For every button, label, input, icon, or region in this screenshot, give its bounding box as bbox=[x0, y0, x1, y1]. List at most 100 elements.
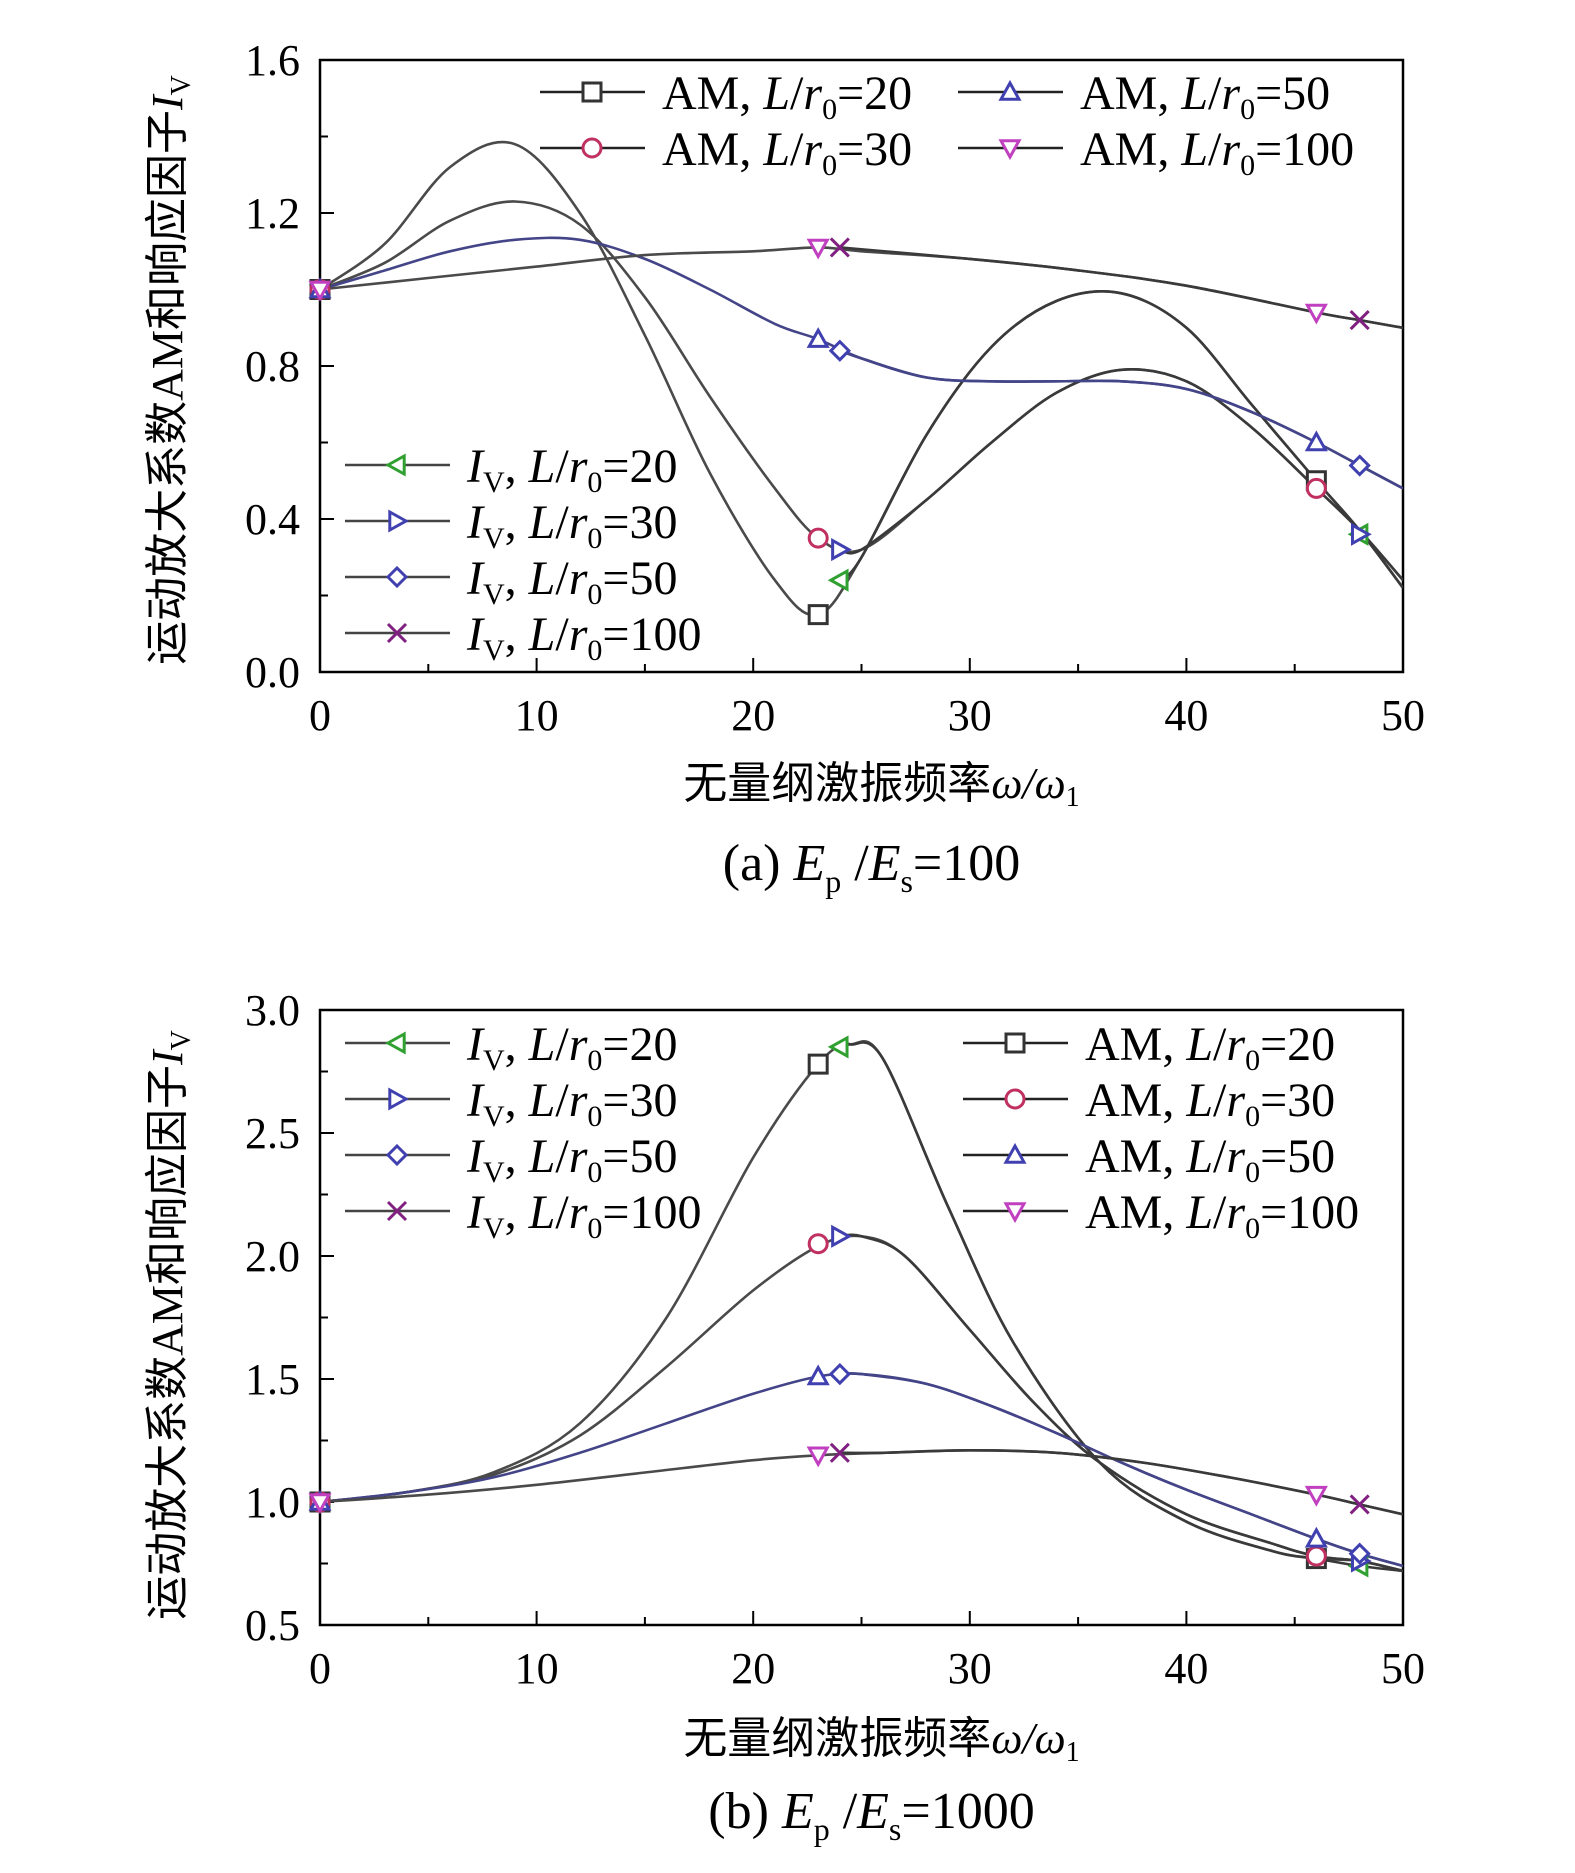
legend-marker bbox=[581, 81, 603, 103]
data-point-marker bbox=[1304, 430, 1328, 452]
y-tick-label: 2.0 bbox=[245, 1232, 300, 1281]
x-axis-title: 无量纲激振频率ω/ω1 bbox=[683, 1714, 1079, 1768]
data-point-marker bbox=[827, 568, 849, 592]
legend-label: IV, L/r0=30 bbox=[466, 1074, 677, 1133]
legend-label: AM, L/r0=100 bbox=[1080, 123, 1354, 182]
legend-marker bbox=[1004, 1032, 1026, 1054]
legend-marker bbox=[386, 622, 408, 644]
y-axis-title: 运动放大系数AM和响应因子IV bbox=[143, 1030, 197, 1620]
chart-caption: (b) Ep /Es=1000 bbox=[708, 1783, 1034, 1847]
chart-caption: (a) Ep /Es=100 bbox=[723, 835, 1020, 899]
chart-panel-a: 0 10 20 30 40 50 0.0 0.4 0.8 1.2 1.6 运动放大系数AM和响应因子I… bbox=[143, 36, 1425, 899]
data-point-marker bbox=[1304, 1485, 1328, 1507]
data-point-marker bbox=[807, 527, 829, 549]
legend-label: AM, L/r0=50 bbox=[1085, 1130, 1335, 1189]
legend-label: IV, L/r0=100 bbox=[466, 608, 701, 667]
y-tick-label: 0.8 bbox=[245, 342, 300, 391]
series-line bbox=[839, 368, 1403, 582]
data-point-marker bbox=[831, 538, 852, 562]
legend-marker bbox=[384, 1031, 406, 1055]
data-point-marker bbox=[1304, 1526, 1328, 1548]
y-axis-title: 运动放大系数AM和响应因子IV bbox=[143, 75, 197, 665]
x-tick-label: 30 bbox=[948, 691, 992, 740]
series-line bbox=[839, 349, 1403, 490]
data-point-marker bbox=[828, 339, 851, 362]
x-tick-label: 50 bbox=[1381, 691, 1425, 740]
series-line bbox=[839, 246, 1403, 330]
data-point-marker bbox=[807, 604, 829, 626]
legend-marker bbox=[1003, 1142, 1027, 1164]
data-point-marker bbox=[1305, 1545, 1327, 1567]
legend-label: AM, L/r0=30 bbox=[1085, 1074, 1335, 1133]
data-point-marker bbox=[828, 1362, 851, 1386]
legend-top-right: AM, L/r0=20 AM, L/r0=50 AM, L/r0=30 AM, L/r… bbox=[540, 67, 1354, 182]
legend-label: AM, L/r0=30 bbox=[662, 123, 912, 182]
data-point-marker bbox=[308, 1493, 332, 1515]
series-line bbox=[320, 1234, 1403, 1573]
legend-label: IV, L/r0=30 bbox=[466, 496, 677, 555]
plot-area bbox=[320, 1040, 1403, 1573]
legend-marker bbox=[1003, 1202, 1027, 1224]
legend-label: AM, L/r0=20 bbox=[1085, 1018, 1335, 1077]
x-tick-label: 0 bbox=[309, 1644, 331, 1693]
legend-label: IV, L/r0=20 bbox=[466, 1018, 677, 1077]
data-point-marker bbox=[806, 1446, 830, 1468]
x-tick-label: 40 bbox=[1164, 691, 1208, 740]
y-tick-label: 0.5 bbox=[245, 1601, 300, 1650]
legend-marker bbox=[581, 137, 603, 159]
legend-label: AM, L/r0=50 bbox=[1080, 67, 1330, 126]
data-point-marker bbox=[1304, 303, 1328, 325]
data-point-marker bbox=[1348, 454, 1371, 477]
x-tick-label: 40 bbox=[1164, 1644, 1208, 1693]
data-point-marker bbox=[1349, 310, 1370, 331]
series-line bbox=[320, 246, 1403, 330]
data-point-marker bbox=[1349, 1494, 1370, 1515]
legend-label: IV, L/r0=50 bbox=[466, 552, 677, 611]
x-tick-label: 30 bbox=[948, 1644, 992, 1693]
y-tick-label: 1.6 bbox=[245, 36, 300, 85]
y-tick-label: 0.0 bbox=[245, 648, 300, 697]
legend-label: IV, L/r0=20 bbox=[466, 440, 677, 499]
series-line bbox=[320, 1448, 1403, 1516]
x-tick-label: 50 bbox=[1381, 1644, 1425, 1693]
data-point-marker bbox=[806, 327, 830, 348]
y-tick-label: 2.5 bbox=[245, 1109, 300, 1158]
legend-marker bbox=[385, 565, 409, 589]
legend-marker bbox=[388, 509, 410, 533]
series-line bbox=[839, 1233, 1403, 1573]
x-axis-title: 无量纲激振频率ω/ω1 bbox=[683, 759, 1079, 813]
legend-label: AM, L/r0=100 bbox=[1085, 1186, 1359, 1245]
data-point-marker bbox=[308, 280, 332, 302]
x-tick-label: 0 bbox=[309, 691, 331, 740]
x-tick-label: 10 bbox=[515, 691, 559, 740]
data-point-marker bbox=[1350, 522, 1372, 546]
y-tick-label: 1.0 bbox=[245, 1478, 300, 1527]
y-tick-label: 0.4 bbox=[245, 495, 300, 544]
series-line bbox=[839, 1448, 1403, 1516]
legend-marker bbox=[385, 1143, 409, 1167]
legend-marker bbox=[1004, 1088, 1026, 1110]
data-point-marker bbox=[1305, 477, 1327, 499]
data-point-marker bbox=[807, 1233, 829, 1255]
data-point-marker bbox=[806, 238, 830, 260]
x-tick-label: 10 bbox=[515, 1644, 559, 1693]
data-point-marker bbox=[829, 1442, 850, 1463]
legend-marker bbox=[386, 1200, 408, 1222]
x-tick-label: 20 bbox=[731, 1644, 775, 1693]
y-tick-label: 1.2 bbox=[245, 189, 300, 238]
legend-marker bbox=[998, 79, 1022, 101]
data-point-marker bbox=[1348, 1542, 1371, 1565]
legend-marker bbox=[384, 453, 406, 477]
legend-label: AM, L/r0=20 bbox=[662, 67, 912, 126]
legend-label: IV, L/r0=100 bbox=[466, 1186, 701, 1245]
data-point-marker bbox=[807, 1053, 829, 1075]
y-tick-label: 1.5 bbox=[245, 1355, 300, 1404]
data-point-marker bbox=[827, 1035, 849, 1059]
data-point-marker bbox=[806, 1364, 830, 1386]
legend-label: IV, L/r0=50 bbox=[466, 1130, 677, 1189]
series-line bbox=[320, 1372, 1403, 1568]
